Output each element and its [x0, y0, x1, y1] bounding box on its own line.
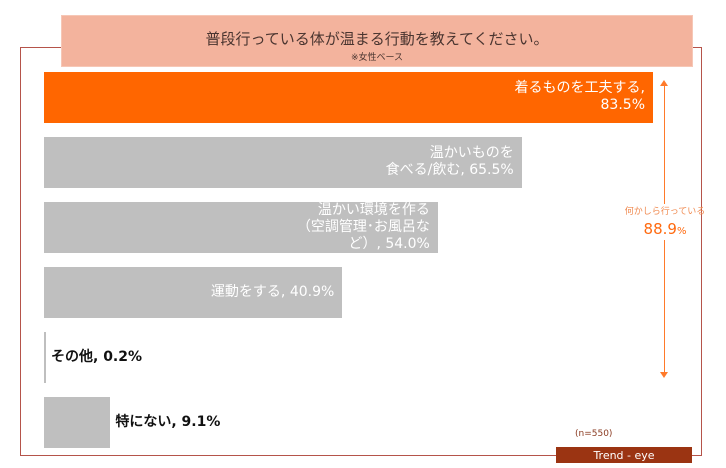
annotation-arrow-up [664, 84, 665, 204]
bar-1 [44, 72, 653, 123]
data-label-5: その他, 0.2% [51, 348, 143, 365]
annotation-value: 88.9% [643, 220, 687, 238]
bar-6 [44, 397, 111, 448]
data-label-6: 特にない, 9.1% [115, 413, 221, 430]
data-label-1: 着るものを工夫する, 83.5% [514, 80, 645, 113]
data-label-2: 温かいものを 食べる/飲む, 65.5% [385, 145, 514, 178]
bar-5 [44, 332, 46, 383]
annotation-arrow-down [664, 240, 665, 372]
annotation-label: 何かしら行っている [624, 207, 706, 217]
sample-size: (n=550) [575, 429, 613, 439]
brand-label: Trend - eye [556, 447, 692, 463]
bar-2 [44, 137, 522, 188]
chart-title: 普段行っている体が温まる行動を教えてください。 [205, 30, 549, 48]
bar-4 [44, 267, 343, 318]
data-label-4: 運動をする, 40.9% [210, 283, 335, 300]
bar-3 [44, 202, 438, 253]
chart-subtitle: ※女性ベース [350, 53, 404, 63]
title-box: 普段行っている体が温まる行動を教えてください。 ※女性ベース [61, 15, 693, 67]
data-label-3: 温かい環境を作る （空調管理･お風呂な ど）, 54.0% [296, 201, 430, 252]
arrow-down-icon [660, 372, 668, 378]
arrow-up-icon [660, 80, 668, 86]
